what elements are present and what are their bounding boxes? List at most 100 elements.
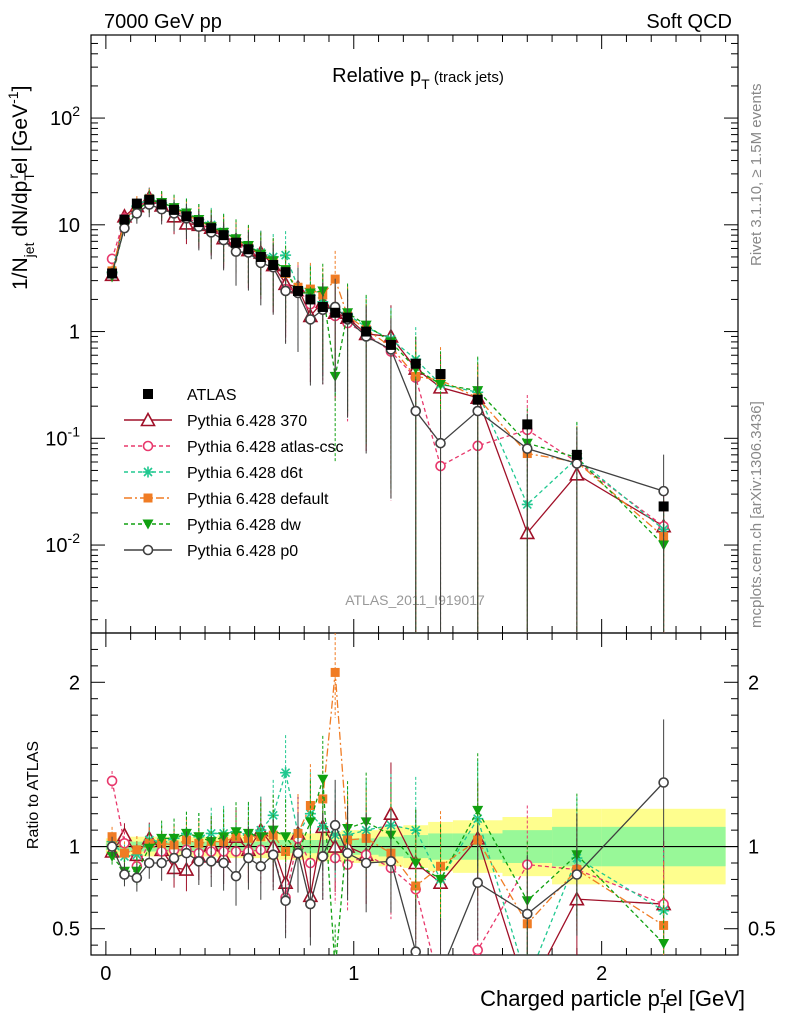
point-pythia-6-428-p0 <box>119 222 130 234</box>
ratio-point-pythia-6-428-default <box>119 848 129 858</box>
ratio-tick-label-left: 1 <box>69 837 80 859</box>
ratio-point-pythia-6-428-atlas-csc <box>472 944 484 955</box>
ratio-line-pythia-6-428-370 <box>111 812 664 955</box>
data-point <box>342 312 353 323</box>
ratio-point-pythia-6-428-p0 <box>143 857 155 869</box>
series-pythia-6-428-370 <box>104 187 672 633</box>
data-point <box>268 260 279 271</box>
point-pythia-6-428-p0 <box>230 246 242 257</box>
data-point <box>305 294 316 305</box>
data-point <box>280 267 291 278</box>
legend-label-pythia-6-428-atlas-csc: Pythia 6.428 atlas-csc <box>187 439 344 456</box>
legend-marker-atlas <box>143 389 153 399</box>
series-pythia-6-428-atlas-csc <box>106 188 669 633</box>
ratio-line-pythia-6-428-d6t <box>111 772 664 955</box>
ratio-point-pythia-6-428-p0 <box>230 870 242 882</box>
ratio-point-pythia-6-428-p0 <box>181 847 192 859</box>
data-point <box>472 394 483 405</box>
ratio-point-pythia-6-428-dw <box>435 874 447 885</box>
point-pythia-6-428-p0 <box>472 405 484 417</box>
ratio-series-pythia-6-428-default <box>107 633 669 955</box>
ratio-line-pythia-6-428-default <box>111 672 664 926</box>
data-point <box>231 237 242 248</box>
ratio-point-pythia-6-428-d6t <box>304 808 316 820</box>
data-point <box>206 223 217 234</box>
y-axis-label: 1/Njet dN/dpTrel [GeV-1] <box>5 86 37 290</box>
legend-label-pythia-6-428-d6t: Pythia 6.428 d6t <box>187 465 303 482</box>
data-point <box>181 211 192 222</box>
ratio-point-pythia-6-428-default <box>305 801 315 810</box>
ratio-point-pythia-6-428-atlas-csc <box>106 775 118 787</box>
data-point <box>385 339 396 350</box>
y-tick-label: 10-1 <box>45 423 80 450</box>
point-pythia-6-428-p0 <box>131 208 143 219</box>
legend-marker-pythia-6-428-atlas-csc <box>142 440 154 452</box>
series-atlas-data <box>107 194 669 512</box>
ratio-point-pythia-6-428-p0 <box>360 857 372 869</box>
ratio-point-pythia-6-428-p0 <box>658 777 669 788</box>
point-pythia-6-428-p0 <box>658 485 669 497</box>
ratio-point-pythia-6-428-p0 <box>255 860 267 872</box>
chart-title: Relative pT (track jets) <box>332 65 504 92</box>
ratio-point-pythia-6-428-p0 <box>436 969 445 978</box>
data-point <box>131 198 142 209</box>
legend: ATLAS Pythia 6.428 370 Pythia 6.428 atlas-… <box>124 387 344 560</box>
y-tick-label: 1 <box>69 322 80 344</box>
ratio-point-pythia-6-428-dw <box>410 858 422 869</box>
data-point <box>193 217 204 228</box>
series-pythia-6-428-default <box>107 188 669 633</box>
x-tick-label: 0 <box>100 963 111 985</box>
series-line-pythia-6-428-dw <box>111 199 665 546</box>
x-tick-label: 2 <box>596 963 607 985</box>
ratio-point-pythia-6-428-p0 <box>119 869 130 880</box>
point-pythia-6-428-p0 <box>571 458 583 469</box>
ratio-point-pythia-6-428-p0 <box>218 857 229 869</box>
ratio-point-pythia-6-428-default <box>318 794 328 804</box>
analysis-id-label: ATLAS_2011_I919017 <box>345 592 485 608</box>
series-line-pythia-6-428-atlas-csc <box>111 198 665 527</box>
x-axis-label: Charged particle pTrel [GeV] <box>480 984 745 1017</box>
ratio-point-pythia-6-428-p0 <box>243 852 254 864</box>
series-line-pythia-6-428-370 <box>111 196 664 535</box>
data-point <box>144 194 155 205</box>
data-point <box>571 449 582 460</box>
data-point <box>243 244 254 255</box>
ratio-point-pythia-6-428-dw <box>658 939 670 949</box>
data-point <box>292 285 303 296</box>
data-point <box>435 369 446 380</box>
ratio-point-pythia-6-428-p0 <box>205 856 217 867</box>
legend-marker-pythia-6-428-d6t <box>142 466 154 478</box>
data-point <box>169 204 180 215</box>
legend-label-atlas: ATLAS <box>187 387 237 404</box>
data-point <box>330 307 341 318</box>
rivet-version-label: Rivet 3.1.10, ≥ 1.5M events <box>748 84 765 267</box>
ratio-axis-label: Ratio to ATLAS <box>25 741 42 849</box>
data-point <box>410 358 421 369</box>
legend-marker-pythia-6-428-default <box>143 493 153 503</box>
data-point <box>658 501 669 512</box>
ratio-point-pythia-6-428-p0 <box>329 819 341 831</box>
ratio-point-pythia-6-428-dw <box>317 774 329 785</box>
point-pythia-6-428-p0 <box>305 314 316 325</box>
ratio-point-pythia-6-428-default <box>330 667 340 677</box>
ratio-point-pythia-6-428-p0 <box>521 908 533 920</box>
ratio-point-pythia-6-428-dw <box>230 827 242 838</box>
ratio-point-pythia-6-428-dw <box>156 833 168 844</box>
mcplots-credit-label: mcplots.cern.ch [arXiv:1306.3436] <box>748 401 765 628</box>
series-pythia-6-428-dw <box>106 190 670 633</box>
legend-label-pythia-6-428-default: Pythia 6.428 default <box>187 491 329 508</box>
point-pythia-6-428-p0 <box>521 443 533 454</box>
ratio-point-pythia-6-428-p0 <box>193 856 205 867</box>
ratio-tick-label-right: 0.5 <box>748 919 776 941</box>
legend-marker-pythia-6-428-dw <box>142 519 154 530</box>
data-point <box>156 199 167 210</box>
ratio-point-pythia-6-428-d6t <box>280 767 292 779</box>
ratio-point-pythia-6-428-p0 <box>156 857 167 869</box>
legend-marker-pythia-6-428-370 <box>140 411 156 427</box>
point-pythia-6-428-p0 <box>435 437 446 449</box>
ratio-tick-label-right: 2 <box>748 672 759 694</box>
ratio-point-pythia-6-428-dw <box>106 851 118 862</box>
ratio-point-pythia-6-428-p0 <box>280 895 291 907</box>
ratio-point-pythia-6-428-dw <box>280 832 292 843</box>
